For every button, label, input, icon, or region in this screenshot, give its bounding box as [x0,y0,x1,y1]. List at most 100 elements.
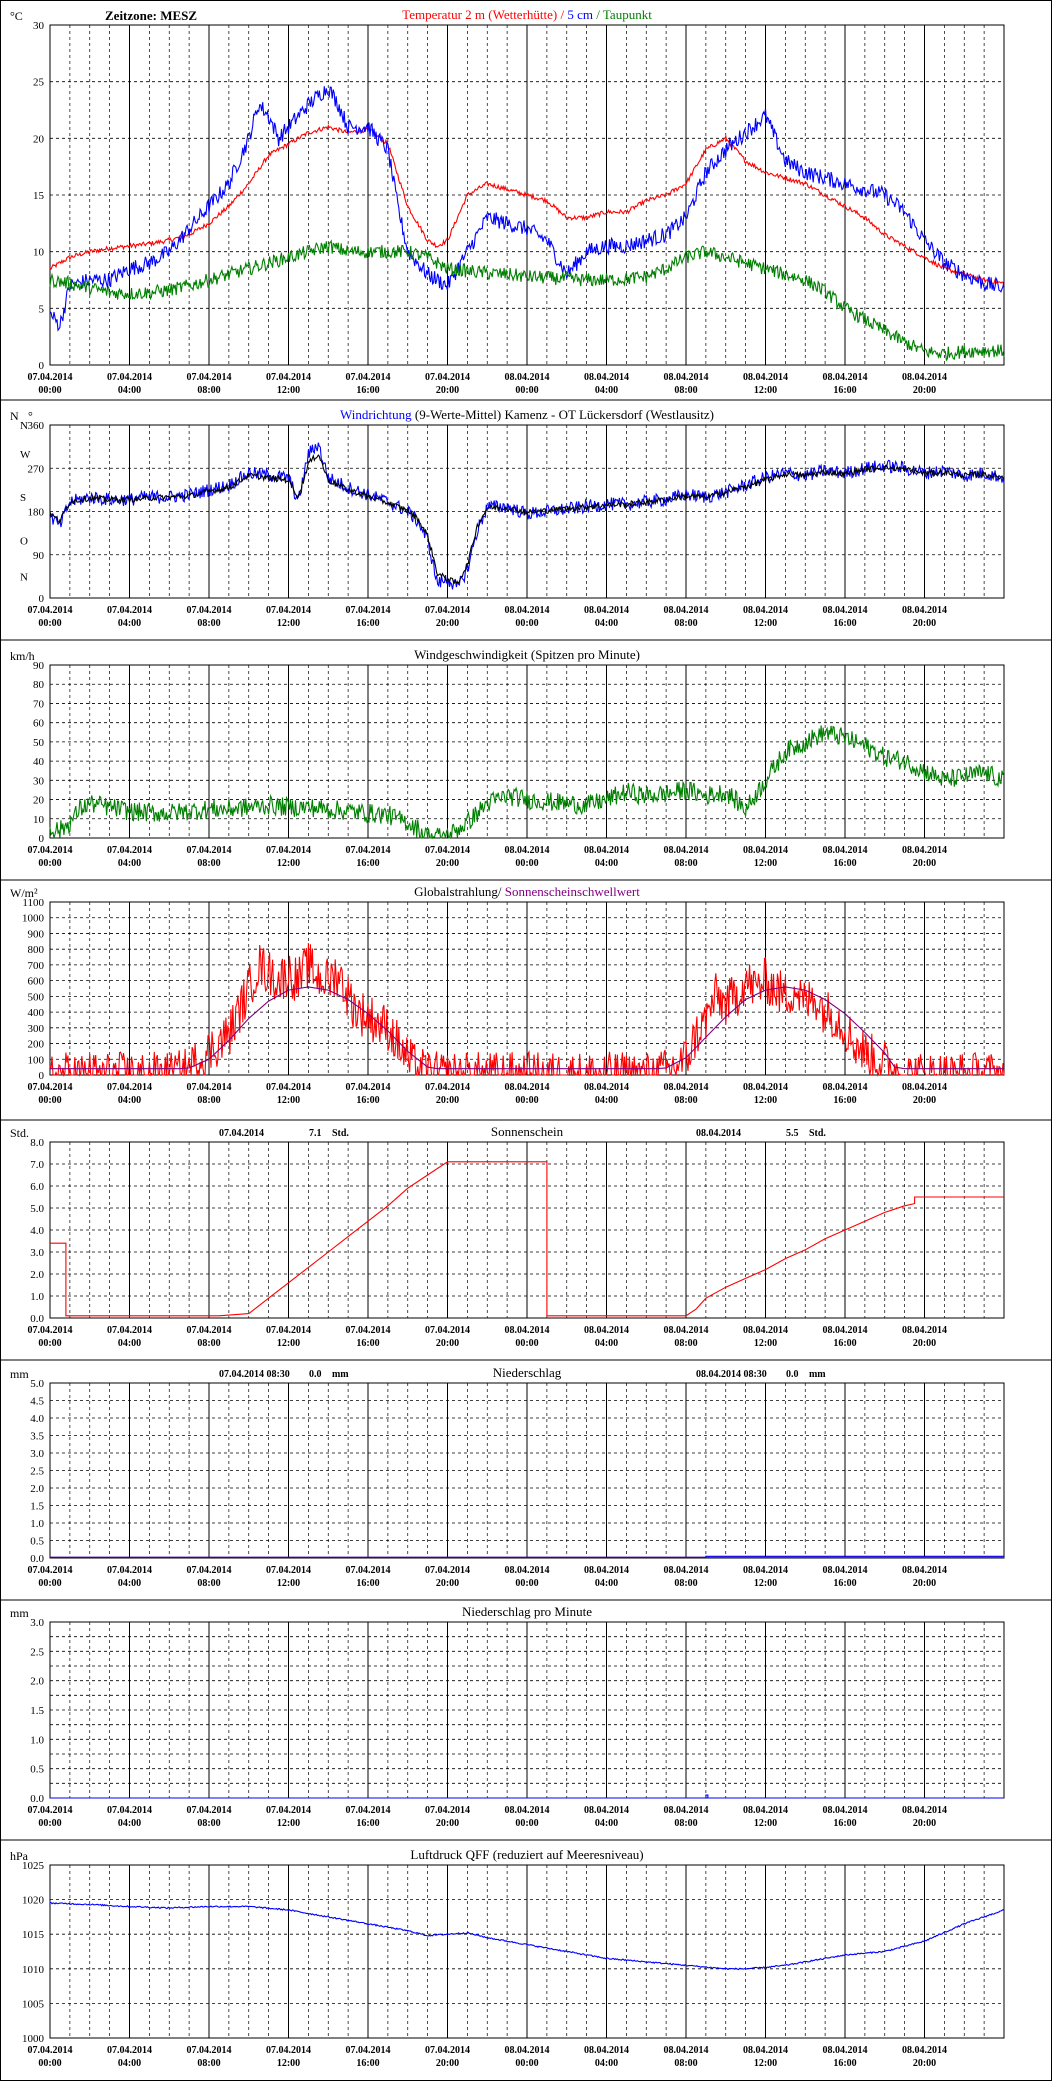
day-total-value: 0.0 [309,1369,322,1380]
chart-title: Niederschlag [493,1365,562,1380]
x-tick-time: 04:00 [595,1338,618,1349]
x-tick-date: 07.04.2014 [107,1082,152,1093]
y-tick-label: 6.0 [30,1181,44,1193]
x-tick-date: 08.04.2014 [664,1805,709,1816]
x-tick-date: 08.04.2014 [584,845,629,856]
x-tick-time: 08:00 [674,385,697,396]
compass-label: N [20,420,28,432]
x-tick-date: 08.04.2014 [664,605,709,616]
x-tick-time: 12:00 [277,2058,300,2069]
x-tick-time: 20:00 [913,618,936,629]
x-tick-time: 08:00 [674,1818,697,1829]
x-tick-time: 16:00 [356,1095,379,1106]
y-tick-label: 1015 [22,1929,45,1941]
x-tick-time: 00:00 [38,1818,61,1829]
x-tick-time: 00:00 [38,1095,61,1106]
y-tick-label: 8.0 [30,1137,44,1149]
x-tick-date: 07.04.2014 [187,1565,232,1576]
compass-label: O [20,535,28,547]
y-tick-label: 500 [28,991,45,1003]
x-tick-time: 16:00 [833,858,856,869]
x-tick-time: 04:00 [118,858,141,869]
x-tick-date: 08.04.2014 [902,1082,947,1093]
compass-label: S [20,492,26,504]
plot-area [49,1864,1005,2039]
x-tick-date: 07.04.2014 [425,1325,470,1336]
y-tick-label: 30 [33,20,45,32]
x-tick-time: 08:00 [197,1095,220,1106]
x-tick-time: 08:00 [674,1095,697,1106]
x-tick-date: 08.04.2014 [902,605,947,616]
day-total-unit: mm [809,1369,826,1380]
y-tick-label: 800 [28,944,45,956]
x-tick-time: 16:00 [833,1095,856,1106]
x-tick-date: 07.04.2014 [266,845,311,856]
x-tick-date: 08.04.2014 [584,372,629,383]
x-tick-date: 08.04.2014 [823,1325,868,1336]
y-tick-label: 360 [28,420,45,432]
x-tick-date: 08.04.2014 [823,1565,868,1576]
x-tick-time: 12:00 [277,1095,300,1106]
x-tick-date: 08.04.2014 [743,1082,788,1093]
y-tick-label: 700 [28,960,45,972]
chart-title: Windgeschwindigkeit (Spitzen pro Minute) [414,647,640,662]
timezone-label: Zeitzone: MESZ [105,8,197,23]
x-tick-date: 08.04.2014 [505,2045,550,2056]
day-total-date: 08.04.2014 08:30 [696,1369,767,1380]
y-tick-label: 0.0 [30,1313,44,1325]
y-tick-label: 1010 [22,1964,45,1976]
x-tick-time: 00:00 [515,1095,538,1106]
x-tick-date: 07.04.2014 [187,605,232,616]
x-tick-date: 08.04.2014 [505,1805,550,1816]
x-tick-time: 00:00 [38,618,61,629]
y-tick-label: 90 [33,550,45,562]
plot-area [49,901,1005,1076]
y-tick-label: 1100 [22,897,44,909]
x-tick-time: 08:00 [197,1578,220,1589]
series-line-precip-1 [50,1555,1004,1558]
x-tick-date: 08.04.2014 [584,1325,629,1336]
x-tick-date: 07.04.2014 [28,372,73,383]
x-tick-time: 12:00 [277,858,300,869]
series-line-temp-2 [49,239,1005,362]
series-line-precip_min-0 [50,1794,1004,1799]
x-tick-date: 08.04.2014 [902,1565,947,1576]
y-tick-label: 2.0 [30,1483,44,1495]
unit-label: W/m² [10,886,38,900]
x-tick-time: 08:00 [197,1338,220,1349]
y-tick-label: 0.5 [30,1536,44,1548]
series-line-temp-0 [49,124,1005,286]
x-tick-time: 16:00 [833,385,856,396]
y-tick-label: 1.0 [30,1734,44,1746]
y-tick-label: 300 [28,1023,45,1035]
x-tick-time: 08:00 [197,385,220,396]
x-tick-time: 16:00 [356,385,379,396]
x-tick-time: 00:00 [38,1578,61,1589]
x-tick-date: 08.04.2014 [664,1325,709,1336]
x-tick-date: 08.04.2014 [505,1325,550,1336]
x-tick-date: 07.04.2014 [28,1082,73,1093]
x-tick-time: 08:00 [674,618,697,629]
x-tick-time: 08:00 [197,858,220,869]
x-tick-time: 20:00 [436,1578,459,1589]
y-tick-label: 1025 [22,1860,45,1872]
x-tick-time: 16:00 [833,2058,856,2069]
x-tick-date: 07.04.2014 [346,605,391,616]
x-tick-date: 08.04.2014 [584,1805,629,1816]
x-tick-date: 08.04.2014 [584,1565,629,1576]
x-tick-date: 07.04.2014 [28,605,73,616]
x-tick-date: 07.04.2014 [107,1805,152,1816]
x-tick-time: 20:00 [913,2058,936,2069]
x-tick-date: 08.04.2014 [743,1325,788,1336]
x-tick-date: 08.04.2014 [823,2045,868,2056]
x-tick-date: 08.04.2014 [823,845,868,856]
x-tick-time: 08:00 [674,1338,697,1349]
x-tick-time: 16:00 [833,1818,856,1829]
x-tick-time: 12:00 [754,2058,777,2069]
plot-area [49,24,1005,366]
x-tick-date: 08.04.2014 [664,372,709,383]
x-tick-date: 07.04.2014 [28,2045,73,2056]
chart-title: Globalstrahlung/ Sonnenscheinschwellwert [414,884,640,899]
x-tick-date: 08.04.2014 [664,1082,709,1093]
